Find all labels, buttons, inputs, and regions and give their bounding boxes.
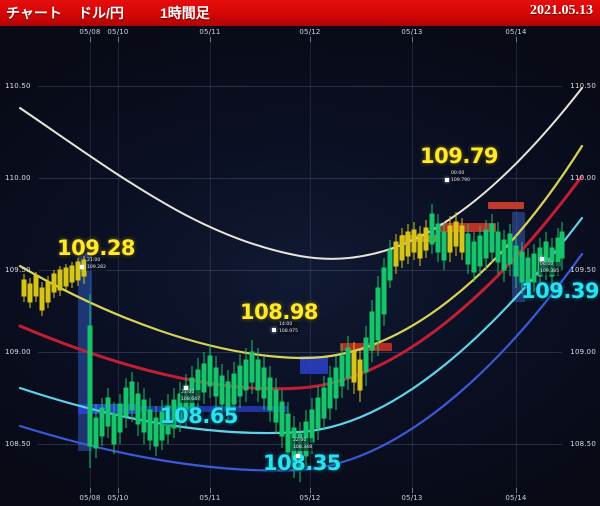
x-tick-top: 05/13 — [401, 28, 423, 36]
ma-line-blue — [18, 252, 584, 472]
tooltip-price: 109.385 — [540, 268, 559, 274]
gridline-v — [310, 34, 311, 498]
x-tick-mark — [90, 488, 91, 493]
gridline-v — [210, 34, 211, 498]
gridline-v — [118, 34, 119, 498]
header-pair-label: ドル/円 — [78, 5, 124, 21]
header-timeframe-label: 1時間足 — [160, 5, 210, 21]
x-tick-mark — [412, 37, 413, 42]
tooltip-time: 21:00 — [181, 390, 195, 395]
tooltip-high-109-28: 21:00 109.282 — [86, 258, 107, 272]
x-tick-mark — [210, 488, 211, 493]
x-tick-mark — [210, 37, 211, 42]
tooltip-time: 21:00 — [87, 258, 101, 263]
x-tick-top: 05/11 — [199, 28, 221, 36]
annotation-layer: 109.28 21:00 109.282 108.98 14:00 108.97… — [0, 26, 600, 506]
tooltip-high-109-79: 00:00 109.790 — [450, 171, 471, 185]
support-bar-right — [300, 356, 328, 374]
tooltip-time: 14:00 — [279, 322, 293, 327]
marker-dot — [272, 328, 276, 332]
x-axis-labels: 05/08 05/10 05/11 05/12 05/13 05/14 05/0… — [0, 26, 600, 506]
tooltip-price: 109.282 — [87, 264, 106, 270]
x-tick-mark — [118, 488, 119, 493]
header-date-label: 2021.05.13 — [530, 3, 593, 18]
tooltip-high-108-98: 14:00 108.975 — [278, 322, 299, 336]
tooltip-last-109-39: 06:00 109.385 — [539, 262, 560, 276]
x-tick-top: 05/10 — [107, 28, 129, 36]
x-tick-mark — [118, 37, 119, 42]
y-axis-labels: 110.50 110.00 109.50 109.00 108.50 110.5… — [0, 26, 600, 506]
tooltip-price: 108.647 — [181, 396, 200, 402]
x-tick-bottom: 05/12 — [299, 494, 321, 502]
gridline-v — [412, 34, 413, 498]
x-tick-bottom: 05/14 — [505, 494, 527, 502]
marker-dot — [296, 454, 300, 458]
annotation-low-108-35: 108.35 — [263, 451, 342, 475]
marker-dot — [184, 386, 188, 390]
annotation-high-108-98: 108.98 — [240, 300, 319, 324]
x-tick-mark — [412, 488, 413, 493]
x-tick-top: 05/08 — [79, 28, 101, 36]
x-tick-top: 05/12 — [299, 28, 321, 36]
ma-line-red — [18, 174, 584, 391]
y-tick-left: 109.50 — [5, 266, 31, 274]
tooltip-low-108-35: 22:00 108.348 — [292, 438, 313, 452]
y-tick-left: 110.00 — [5, 174, 31, 182]
tooltip-price: 108.975 — [279, 328, 298, 334]
y-tick-right: 108.50 — [570, 440, 596, 448]
gridline-h — [38, 270, 562, 271]
marker-dot — [540, 257, 544, 261]
y-tick-left: 109.00 — [5, 348, 31, 356]
y-tick-right: 109.00 — [570, 348, 596, 356]
y-tick-left: 108.50 — [5, 440, 31, 448]
x-tick-bottom: 05/08 — [79, 494, 101, 502]
x-tick-bottom: 05/13 — [401, 494, 423, 502]
support-bar-mid — [140, 406, 288, 412]
x-tick-mark — [516, 488, 517, 493]
annotation-last-109-39: 109.39 — [521, 279, 600, 303]
tooltip-time: 06:00 — [540, 262, 554, 267]
price-chart-canvas[interactable]: 110.50 110.00 109.50 109.00 108.50 110.5… — [0, 26, 600, 506]
chart-header-bar: チャート ドル/円 1時間足 2021.05.13 — [0, 0, 600, 26]
annotation-low-108-65: 108.65 — [160, 404, 239, 428]
tooltip-time: 22:00 — [293, 438, 307, 443]
resistance-bar-c — [488, 202, 524, 209]
gridline-h — [38, 178, 562, 179]
marker-dot — [80, 265, 84, 269]
annotation-high-109-28: 109.28 — [57, 236, 136, 260]
y-tick-left: 110.50 — [5, 82, 31, 90]
y-tick-right: 110.50 — [570, 82, 596, 90]
tooltip-low-108-65: 21:00 108.647 — [180, 390, 201, 404]
x-tick-mark — [516, 37, 517, 42]
annotation-high-109-79: 109.79 — [420, 144, 499, 168]
ma-line-white — [19, 87, 583, 260]
tooltip-price: 108.348 — [293, 444, 312, 450]
x-tick-top: 05/14 — [505, 28, 527, 36]
x-tick-mark — [90, 37, 91, 42]
gridline-h — [38, 86, 562, 87]
y-tick-right: 109.50 — [570, 266, 596, 274]
x-tick-bottom: 05/10 — [107, 494, 129, 502]
tooltip-time: 00:00 — [451, 171, 465, 176]
x-tick-bottom: 05/11 — [199, 494, 221, 502]
gridline-h — [38, 352, 562, 353]
x-tick-mark — [310, 37, 311, 42]
marker-dot — [445, 178, 449, 182]
header-chart-label: チャート — [6, 5, 62, 21]
y-tick-right: 110.00 — [570, 174, 596, 182]
tooltip-price: 109.790 — [451, 177, 470, 183]
x-tick-mark — [310, 488, 311, 493]
